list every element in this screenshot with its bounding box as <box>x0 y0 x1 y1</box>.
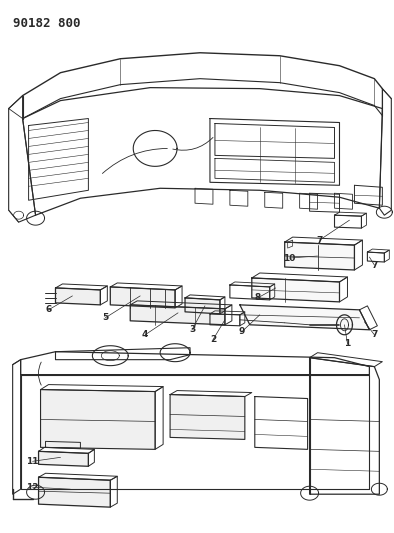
Text: 11: 11 <box>26 457 39 466</box>
Text: 9: 9 <box>239 327 245 336</box>
Polygon shape <box>39 477 110 507</box>
Text: 7: 7 <box>316 236 323 245</box>
Polygon shape <box>252 278 340 302</box>
Text: 10: 10 <box>284 254 296 263</box>
Polygon shape <box>56 288 100 305</box>
Polygon shape <box>240 305 370 330</box>
Text: 4: 4 <box>142 330 149 340</box>
Polygon shape <box>41 390 155 449</box>
Text: 3: 3 <box>189 325 195 334</box>
Text: 5: 5 <box>102 313 108 322</box>
Text: 7: 7 <box>371 330 377 340</box>
Text: 8: 8 <box>255 293 261 302</box>
Text: 1: 1 <box>344 339 351 348</box>
Polygon shape <box>285 242 355 270</box>
Text: 12: 12 <box>26 483 39 492</box>
Polygon shape <box>170 394 245 439</box>
Text: 90182 800: 90182 800 <box>13 17 80 30</box>
Polygon shape <box>130 305 225 325</box>
Text: 7: 7 <box>371 261 377 270</box>
Polygon shape <box>110 287 175 308</box>
Polygon shape <box>39 451 88 466</box>
Text: 6: 6 <box>45 305 52 314</box>
Polygon shape <box>185 298 220 314</box>
Text: 2: 2 <box>210 335 216 344</box>
